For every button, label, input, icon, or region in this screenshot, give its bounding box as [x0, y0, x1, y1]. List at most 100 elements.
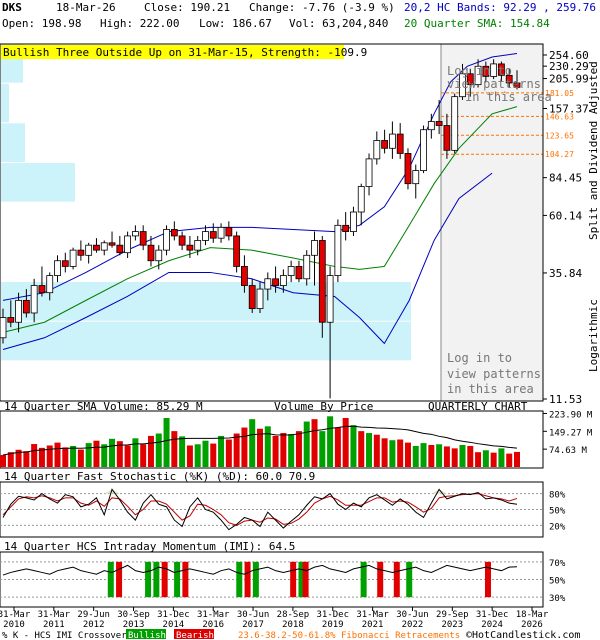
bearish-signal	[393, 561, 400, 598]
price-tick-label: 84.45	[549, 172, 582, 185]
high-value: High: 222.00	[100, 17, 179, 30]
candle	[420, 125, 427, 174]
login-text-top-1[interactable]: Log in to	[447, 64, 512, 78]
volume-bar	[257, 428, 263, 467]
candle-body	[139, 231, 147, 246]
close-value: Close: 190.21	[144, 1, 230, 14]
fib-label: 104.27	[545, 150, 574, 159]
candle-body	[279, 275, 287, 286]
candle	[396, 123, 404, 159]
candle-body	[490, 63, 498, 77]
volume-by-price-label: Volume By Price	[274, 400, 373, 413]
imi-panel: 14 Quarter HCS Intraday Momentum (IMI): …	[0, 540, 566, 608]
candle	[373, 131, 381, 165]
x-tick-label: 31-Dec	[476, 610, 509, 620]
x-tick-label: 29-Sep	[436, 610, 469, 620]
bullish-signal	[252, 561, 259, 598]
bearish-signal	[116, 561, 123, 598]
volume-bar	[109, 438, 116, 467]
volume-by-price	[1, 44, 411, 361]
x-tick-year: 2014	[163, 620, 185, 630]
login-text-top-2[interactable]: view patterns	[447, 77, 541, 91]
candle-body	[147, 244, 155, 262]
candle-body	[412, 170, 420, 185]
bullish-signal	[145, 561, 152, 598]
lower-band-line	[2, 172, 493, 350]
bearish-signal	[484, 561, 491, 598]
upper-band-line	[2, 53, 518, 301]
price-frame	[0, 43, 544, 402]
candle-body	[326, 275, 334, 323]
candle-body	[381, 140, 389, 149]
volume-bar	[93, 440, 100, 467]
candle	[155, 245, 163, 270]
vbp-bar	[1, 83, 9, 123]
login-text-bottom-3[interactable]: in this area	[447, 382, 534, 396]
candle-body	[233, 235, 241, 267]
candle-body	[505, 74, 513, 84]
candle-body	[256, 288, 264, 310]
price-tick-label: 157.37	[549, 102, 589, 115]
volume-bar	[202, 440, 209, 467]
volume-bar	[288, 434, 295, 467]
candle-body	[15, 299, 22, 323]
volume-bar	[194, 444, 201, 467]
candle-body	[404, 153, 412, 185]
crossover-label: % K - HCS IMI Crossover:	[2, 631, 132, 640]
candle	[272, 266, 279, 293]
log-scale-label: Logarithmic	[587, 299, 600, 372]
price-tick-label: 254.60	[549, 49, 589, 62]
volume-bar	[467, 445, 474, 467]
volume-bar	[218, 435, 225, 467]
volume-bar	[155, 433, 162, 467]
x-tick-label: 31-Mar	[38, 610, 71, 620]
candle	[365, 153, 373, 196]
candle-body	[365, 158, 373, 187]
candle-body	[46, 275, 54, 294]
login-text-bottom-1[interactable]: Log in to	[447, 351, 512, 365]
x-tick-year: 2010	[3, 620, 25, 630]
copyright[interactable]: ©HotCandlestick.com	[466, 630, 580, 640]
volume-bar	[327, 416, 334, 467]
login-text-top-3[interactable]: in this area	[465, 90, 552, 104]
volume-bar	[179, 436, 186, 467]
candle	[326, 266, 334, 399]
candle-body	[163, 229, 170, 251]
price-tick-label: 205.99	[549, 73, 589, 86]
candle	[38, 266, 46, 297]
bearish-signal	[377, 561, 384, 598]
candle	[131, 225, 139, 241]
pattern-banner[interactable]: Bullish Three Outside Up on 31-Mar-15, S…	[3, 46, 367, 59]
volume-bar	[264, 426, 271, 467]
volume-bar	[70, 445, 77, 467]
stoch-d-line	[2, 493, 518, 526]
volume-bar	[140, 444, 147, 467]
candle	[217, 223, 225, 243]
candle	[264, 272, 272, 301]
candle	[311, 231, 318, 286]
volume-bar	[132, 438, 139, 467]
x-tick-year: 2024	[481, 620, 503, 630]
x-tick-label: 30-Sep	[117, 610, 150, 620]
candle	[93, 238, 100, 253]
imi-tick-label: 30%	[549, 594, 566, 604]
stoch-tick-label: 80%	[549, 491, 566, 501]
volume-sma-line	[2, 425, 518, 456]
login-text-bottom-2[interactable]: view patterns	[447, 367, 541, 381]
volume-bar	[23, 451, 30, 467]
x-tick-year: 2026	[521, 620, 543, 630]
candle	[202, 225, 209, 246]
candle-body	[318, 240, 326, 323]
candle-body	[287, 266, 295, 276]
candle	[61, 252, 69, 273]
volume-bar	[482, 450, 489, 467]
volume-bar	[358, 431, 365, 467]
vbp-bar	[1, 321, 411, 361]
candle	[427, 113, 435, 139]
volume-bar	[7, 452, 14, 467]
candle	[85, 242, 93, 264]
candle	[482, 61, 490, 82]
fibonacci-lines: 181.05 146.63 123.65 104.27	[441, 89, 574, 159]
candle-body	[194, 240, 202, 251]
fib-label: 146.63	[545, 112, 574, 121]
